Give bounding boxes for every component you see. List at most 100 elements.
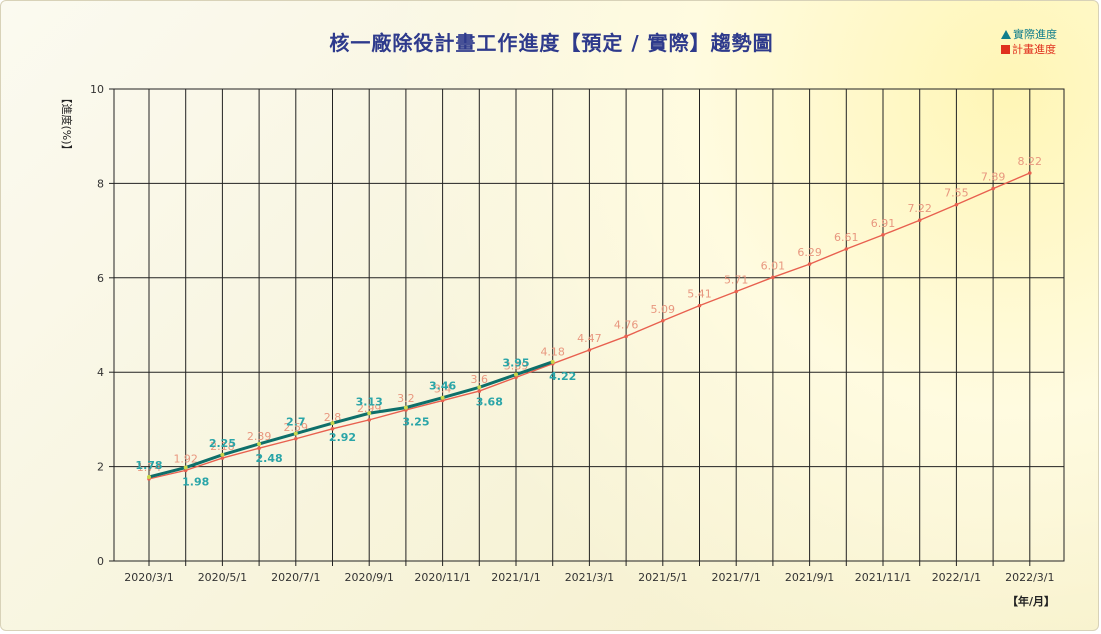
plan-point [881,233,885,237]
actual-data-label: 3.46 [429,380,456,393]
plan-point [844,247,849,251]
plan-point [991,186,995,191]
actual-point [147,474,151,479]
plan-data-label: 7.22 [907,202,932,215]
plan-data-label: 4.76 [614,318,639,331]
chart-legend: 實際進度 計畫進度 [1001,27,1057,57]
plan-point [734,289,738,294]
y-tick-label: 8 [97,177,104,190]
x-tick-label: 2021/3/1 [565,571,614,584]
plan-point [807,262,812,266]
actual-point [220,452,225,457]
x-tick-label: 2021/11/1 [855,571,911,584]
actual-data-label: 4.22 [549,370,576,383]
x-axis-label: 【年/月】 [1007,594,1055,608]
plan-point [697,303,702,308]
plan-point [330,427,335,431]
plan-point [257,446,261,450]
plan-data-label: 5.71 [724,273,749,286]
plan-point [1028,171,1032,175]
actual-point [257,441,262,446]
plan-point [477,389,482,393]
plan-data-label: 6.91 [871,217,896,230]
actual-point [440,395,445,400]
actual-point [514,372,518,377]
plan-point [954,202,959,207]
x-tick-label: 2022/1/1 [932,571,981,584]
legend-label-plan: 計畫進度 [1012,43,1056,56]
x-tick-label: 2021/5/1 [638,571,687,584]
plan-data-label: 5.09 [651,303,676,316]
x-tick-label: 2020/3/1 [124,571,173,584]
plan-data-label: 1.92 [173,452,198,465]
plan-point [514,375,518,380]
actual-data-label: 3.13 [356,395,383,408]
plan-data-label: 3.89 [504,359,529,372]
square-icon [1001,45,1010,54]
actual-point [550,359,555,364]
y-tick-label: 10 [90,83,104,96]
plan-data-label: 6.61 [834,231,859,244]
actual-data-label: 2.48 [256,452,283,465]
y-tick-label: 6 [97,272,104,285]
plan-data-label: 4.18 [540,346,565,359]
x-tick-label: 2020/7/1 [271,571,320,584]
plan-data-label: 2.39 [247,430,272,443]
y-axis-label: 【進度(%)】 [60,92,74,155]
actual-data-label: 3.95 [502,357,529,370]
plan-point [771,275,775,280]
plan-point [220,456,225,460]
plan-point [183,468,188,473]
plan-point [294,436,298,441]
legend-item-actual: 實際進度 [1001,27,1057,42]
x-tick-label: 2020/9/1 [344,571,393,584]
actual-data-label: 2.25 [209,437,236,450]
actual-data-label: 3.25 [402,416,429,429]
plan-data-label: 3.6 [471,373,489,386]
y-tick-label: 0 [97,555,104,568]
actual-data-label: 2.7 [286,416,306,429]
plan-point [624,334,628,339]
legend-label-actual: 實際進度 [1013,28,1057,41]
y-tick-label: 2 [97,461,104,474]
actual-data-label: 3.68 [476,395,503,408]
plan-data-label: 8.22 [1018,155,1043,168]
plan-data-label: 6.29 [797,246,822,259]
legend-item-plan: 計畫進度 [1001,42,1057,57]
chart-title: 核一廠除役計畫工作進度【預定 / 實際】趨勢圖 [329,31,774,55]
plan-data-label: 4.47 [577,332,602,345]
plan-point [917,218,922,223]
plan-data-label: 5.41 [687,288,712,301]
actual-data-label: 1.78 [135,459,162,472]
plan-point [587,348,592,352]
plan-data-label: 1.74 [137,461,162,474]
x-tick-label: 2021/1/1 [491,571,540,584]
plan-point [440,398,445,403]
plan-data-label: 3.2 [397,392,415,405]
y-tick-label: 4 [97,366,104,379]
actual-point [330,421,335,426]
x-tick-label: 2022/3/1 [1005,571,1054,584]
plan-data-label: 7.89 [981,171,1006,184]
x-tick-label: 2021/9/1 [785,571,834,584]
x-tick-label: 2021/7/1 [711,571,760,584]
actual-point [293,431,298,436]
plan-data-label: 7.55 [944,187,969,200]
plan-point [367,418,372,422]
plan-data-label: 3.4 [434,383,452,396]
plan-data-label: 2.18 [210,440,235,453]
plan-point [661,318,665,323]
actual-series-line [148,360,554,479]
actual-point [403,405,408,410]
x-tick-label: 2020/11/1 [414,571,470,584]
triangle-icon [1001,30,1011,39]
actual-point [477,385,482,390]
plan-data-label: 6.01 [761,259,786,272]
actual-data-label: 1.98 [182,476,209,489]
actual-point [183,465,188,470]
actual-data-label: 2.92 [329,431,356,444]
actual-point [367,411,372,416]
x-tick-label: 2020/5/1 [198,571,247,584]
